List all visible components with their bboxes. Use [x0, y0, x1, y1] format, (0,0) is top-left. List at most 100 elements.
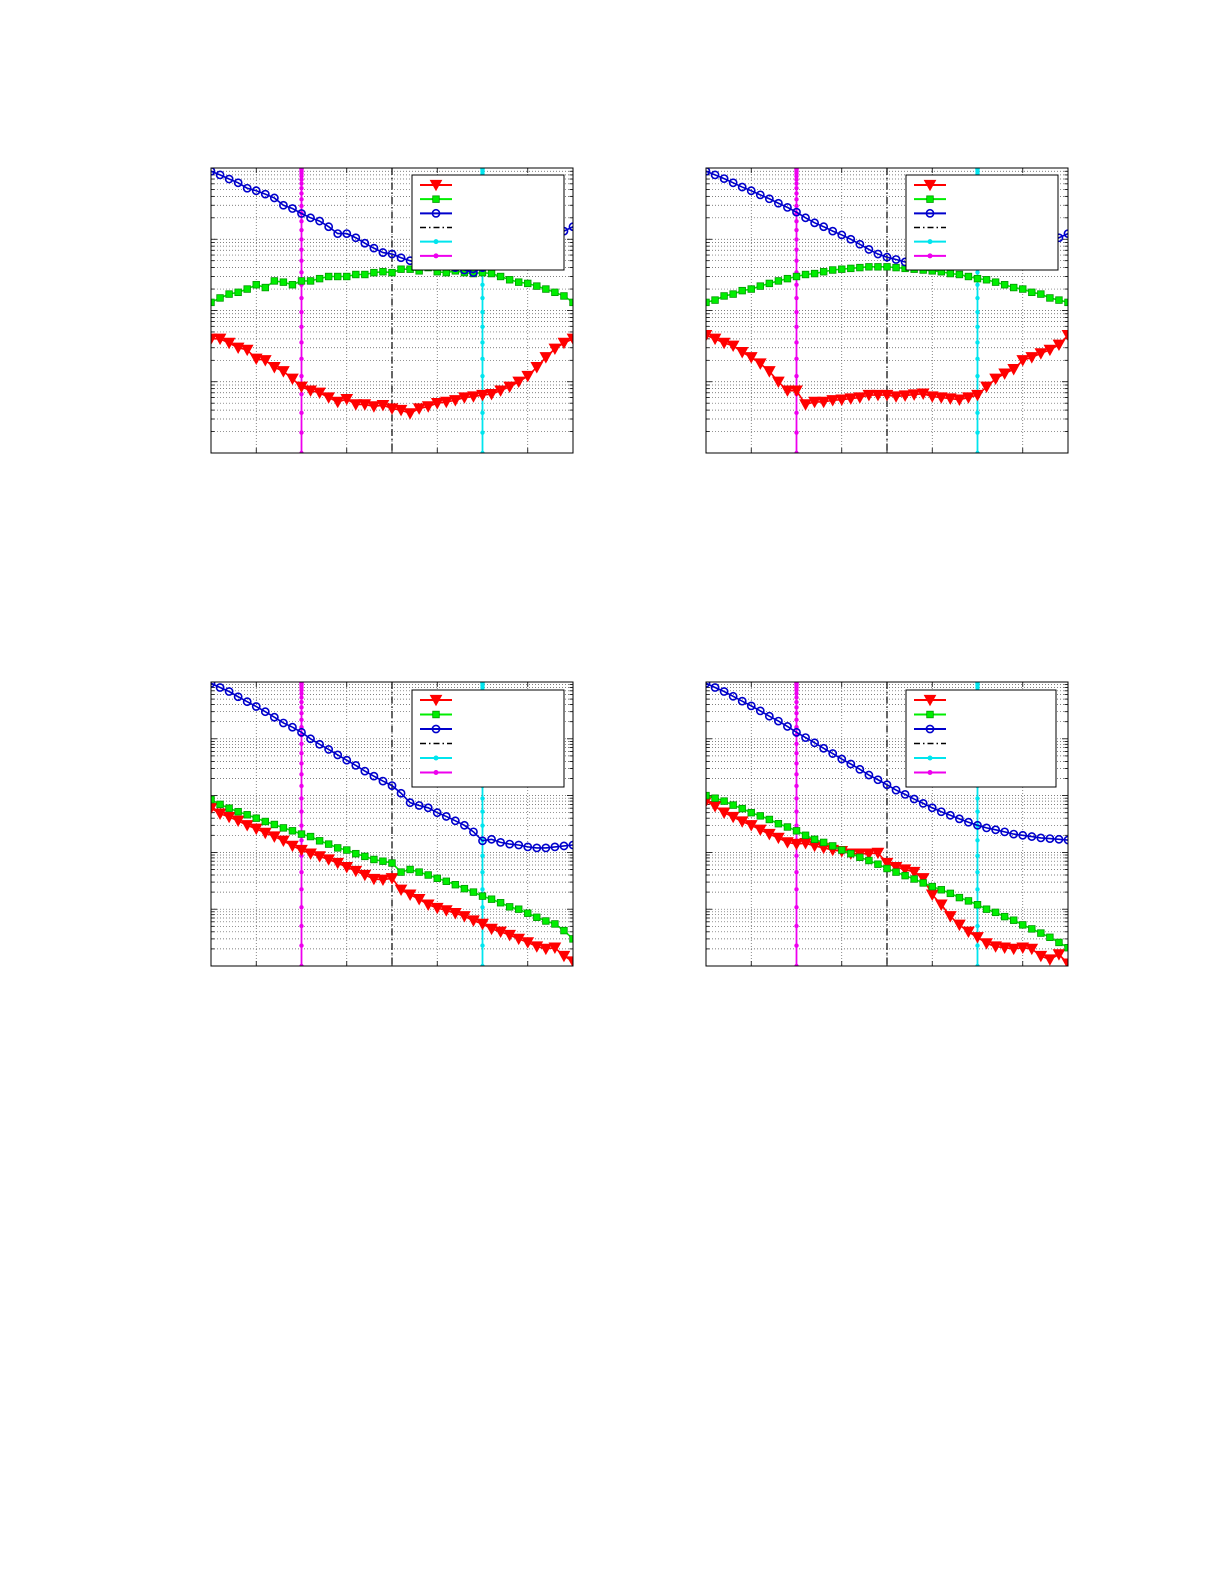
plot-frame — [210, 167, 574, 454]
vline-dot — [299, 174, 304, 179]
data-point-blue — [855, 239, 865, 249]
vline-dot — [480, 823, 485, 828]
vline-dot — [794, 430, 799, 435]
vline-dot — [975, 963, 980, 966]
data-point-blue — [819, 743, 829, 753]
data-point-blue — [378, 776, 388, 786]
data-point-green — [883, 263, 891, 271]
data-point-red — [753, 358, 767, 370]
data-point-blue — [387, 249, 397, 259]
data-point-blue — [215, 683, 225, 692]
data-point-green — [460, 884, 469, 893]
vline-dot — [299, 177, 304, 182]
vline-dot — [480, 324, 485, 330]
data-point-blue — [360, 238, 370, 248]
vline-dot — [299, 227, 304, 233]
data-point-blue — [269, 193, 279, 203]
data-point-green — [892, 868, 900, 876]
vline-dot — [299, 237, 304, 242]
data-point-blue — [737, 696, 747, 706]
data-point-blue — [728, 691, 738, 701]
data-point-green — [533, 913, 541, 922]
vline-dot — [794, 741, 799, 747]
legend-marker — [433, 253, 439, 259]
data-point-green — [487, 895, 496, 903]
data-point-red — [871, 847, 885, 860]
data-point-green — [542, 285, 550, 293]
data-point-green — [792, 827, 801, 835]
data-point-blue — [737, 182, 747, 192]
data-point-red — [998, 942, 1011, 954]
vline-dot — [794, 324, 799, 330]
vline-dot — [299, 809, 304, 814]
data-point-green — [216, 294, 224, 302]
vline-dot — [299, 410, 304, 416]
data-point-red — [331, 396, 345, 409]
data-point-green — [738, 804, 746, 813]
data-point-red — [349, 865, 363, 878]
legend-marker — [927, 239, 933, 245]
data-point-red — [557, 337, 571, 350]
data-point-red — [268, 831, 281, 843]
data-point-green — [747, 285, 755, 293]
data-point-blue — [351, 761, 361, 770]
data-point-green — [1028, 288, 1036, 297]
data-point-blue — [1027, 832, 1037, 841]
vline-dot — [480, 887, 485, 892]
data-point-red — [781, 385, 794, 397]
data-point-green — [297, 830, 306, 838]
data-point-red — [1043, 954, 1057, 966]
data-point-red — [844, 393, 858, 405]
legend — [411, 689, 565, 788]
vline-dot — [975, 282, 980, 288]
data-point-red — [708, 333, 722, 346]
data-point-green — [1010, 916, 1018, 924]
legend-entry-cyan — [420, 239, 452, 245]
data-point-red — [213, 333, 227, 346]
data-point-green — [343, 272, 351, 281]
vline-dot — [299, 717, 304, 723]
data-point-red — [708, 801, 722, 813]
vline-dot — [480, 356, 485, 362]
data-point-red — [340, 393, 354, 406]
data-point-green — [765, 279, 774, 288]
data-point-red — [249, 823, 263, 836]
data-point-green — [729, 290, 737, 298]
data-point-blue — [710, 170, 720, 180]
data-point-green — [810, 269, 819, 278]
data-point-red — [485, 388, 498, 401]
vline-dot — [794, 823, 799, 828]
data-point-red — [231, 342, 245, 355]
data-point-blue — [306, 213, 315, 223]
vline-dot — [299, 772, 304, 777]
data-point-blue — [1045, 834, 1055, 843]
data-point-red — [971, 389, 984, 402]
data-point-red — [1034, 950, 1048, 963]
vline-dot — [794, 963, 799, 966]
data-point-green — [1055, 938, 1063, 947]
data-point-blue — [882, 780, 892, 790]
data-point-red — [862, 848, 876, 860]
vline-dot — [299, 247, 304, 252]
data-point-blue — [1063, 229, 1068, 239]
vline-dot — [794, 177, 799, 182]
data-point-blue — [224, 174, 234, 184]
data-point-green — [324, 840, 333, 848]
data-point-blue — [233, 692, 243, 702]
legend-marker — [432, 710, 440, 719]
data-point-blue — [224, 687, 234, 696]
data-point-blue — [432, 808, 442, 818]
data-point-green — [756, 282, 764, 290]
data-point-green — [919, 879, 927, 887]
data-point-red — [808, 396, 821, 409]
data-point-red — [989, 373, 1002, 386]
vline-dot — [299, 181, 304, 186]
vline-dot — [299, 203, 304, 209]
series-green — [211, 263, 573, 307]
data-point-red — [735, 816, 749, 828]
data-point-green — [388, 859, 396, 867]
legend-marker — [433, 239, 439, 245]
data-point-green — [569, 298, 573, 307]
data-point-blue — [487, 834, 496, 844]
plot-area — [211, 682, 573, 966]
